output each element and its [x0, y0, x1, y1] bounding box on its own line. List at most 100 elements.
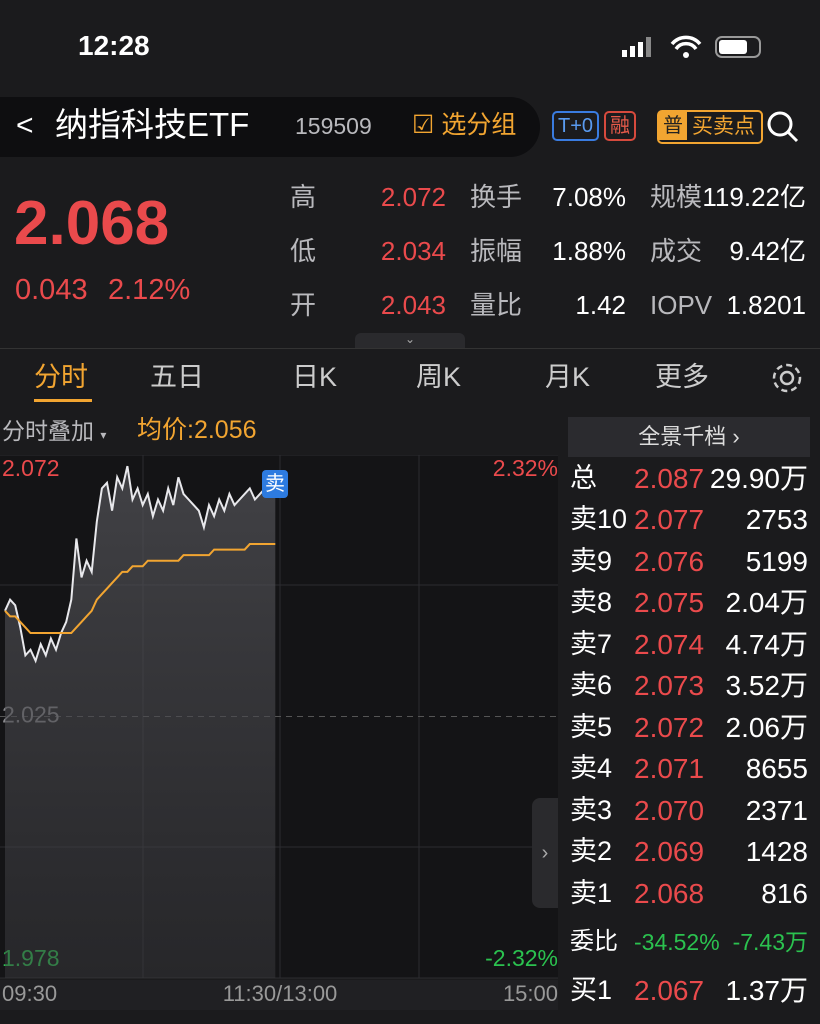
overlay-button[interactable]: 分时叠加 ▾ [2, 418, 107, 444]
x-axis-bg [0, 980, 558, 1010]
stat-label: 规模 [650, 182, 703, 212]
tab[interactable]: 周K [416, 362, 462, 392]
ratio-pct: -34.52% [634, 929, 720, 955]
book-label: 卖6 [570, 670, 613, 700]
book-price: 2.071 [634, 753, 705, 784]
stat-value: 2.043 [380, 290, 446, 320]
book-label: 卖2 [570, 836, 613, 866]
stat-label: IOPV [650, 290, 713, 320]
book-volume: 29.90万 [709, 463, 808, 494]
book-volume: 2371 [745, 794, 808, 826]
book-volume: 5199 [745, 545, 808, 577]
stat-label: 高 [290, 182, 317, 212]
y-tick-label: 2.072 [2, 455, 60, 481]
book-volume: 8655 [745, 753, 808, 784]
stat-label: 量比 [470, 290, 523, 320]
book-price: 2.075 [634, 587, 705, 618]
book-volume: 1428 [745, 836, 808, 867]
book-header[interactable] [568, 417, 810, 457]
y2-tick-label: -2.32% [485, 945, 558, 971]
stat-value: 2.034 [380, 236, 446, 266]
stat-value: 2.072 [380, 182, 446, 212]
tab[interactable]: 更多 [655, 362, 709, 392]
price-change: 0.043 [15, 274, 88, 306]
collapse-toggle[interactable]: ⌄ [355, 333, 465, 348]
book-price: 2.072 [634, 711, 705, 743]
tab[interactable]: 分时 [34, 362, 88, 392]
book-volume: 1.37万 [725, 975, 809, 1006]
book-label: 卖10 [570, 504, 628, 534]
book-volume: 2.04万 [725, 587, 809, 618]
book-volume: 816 [761, 877, 808, 909]
last-price: 2.068 [14, 189, 170, 258]
tab[interactable]: 日K [292, 362, 338, 392]
price-change-pct: 2.12% [108, 274, 191, 306]
stat-value: 119.22亿 [702, 182, 806, 212]
avg-price: 均价:2.056 [137, 418, 257, 443]
book-volume: 4.74万 [725, 628, 809, 660]
book-label: 卖7 [570, 628, 613, 659]
book-label: 卖1 [570, 877, 613, 908]
book-label: 卖9 [570, 545, 613, 576]
book-price: 2.074 [634, 628, 705, 660]
status-time: 12:28 [78, 30, 150, 61]
tab[interactable]: 五日 [150, 362, 204, 392]
book-price: 2.068 [634, 877, 705, 909]
book-label: 总 [570, 463, 597, 493]
stock-code: 159509 [295, 113, 372, 139]
stat-label: 开 [290, 290, 317, 320]
header-bar [0, 97, 540, 157]
settings-icon[interactable] [770, 361, 804, 395]
book-label: 卖5 [570, 711, 613, 742]
intraday-chart: 1.9782.0252.072-2.32%2.32%09:3011:30/13:… [0, 454, 558, 1010]
stat-value: 1.88% [552, 236, 626, 266]
stat-value: 7.08% [552, 182, 626, 212]
trade-badge: 普 [659, 112, 687, 140]
stat-label: 换手 [470, 182, 523, 212]
avg-line [4, 543, 276, 635]
price-line [4, 465, 277, 664]
avg-value: 2.056 [193, 416, 257, 444]
book-label: 卖4 [570, 753, 613, 783]
expand-handle[interactable]: › [532, 798, 558, 908]
group-button[interactable]: ☑ 选分组 [412, 111, 517, 139]
book-price: 2.076 [634, 545, 705, 577]
status-icons [622, 35, 761, 58]
trade-points-label: 买卖点 [692, 115, 755, 138]
book-price: 2.070 [634, 794, 705, 826]
overlay-label: 分时叠加 [2, 418, 94, 444]
badge: T+0 [552, 111, 600, 141]
divider [0, 348, 820, 349]
ratio-volume: -7.43万 [732, 929, 808, 955]
stat-value: 1.42 [575, 290, 626, 320]
tab[interactable]: 月K [545, 362, 591, 392]
book-price: 2.069 [634, 836, 705, 867]
book-price: 2.087 [634, 463, 705, 494]
overlay-bar [0, 410, 558, 455]
x-tick-label: 11:30/13:00 [223, 981, 338, 1006]
search-icon[interactable] [766, 110, 800, 144]
book-label: 卖3 [570, 794, 613, 825]
y2-tick-label: 2.32% [493, 455, 558, 481]
sell-marker[interactable]: 卖 [262, 470, 288, 498]
book-label: 买1 [570, 975, 613, 1005]
book-price: 2.077 [634, 504, 705, 535]
book-volume: 3.52万 [725, 670, 809, 701]
tab-underline [34, 399, 92, 402]
book-label: 卖8 [570, 587, 613, 617]
book-price: 2.073 [634, 670, 705, 701]
stat-label: 低 [290, 236, 317, 266]
back-button[interactable]: < [16, 109, 34, 142]
book-price: 2.067 [634, 975, 705, 1006]
book-volume: 2753 [745, 504, 808, 535]
stat-label: 成交 [650, 236, 703, 266]
avg-label: 均价: [137, 416, 194, 444]
x-tick-label: 09:30 [2, 981, 57, 1006]
book-volume: 2.06万 [725, 711, 809, 743]
book-title: 全景千档 › [638, 424, 740, 449]
stat-value: 1.8201 [726, 290, 806, 320]
stat-value: 9.42亿 [729, 236, 806, 266]
stock-name: 纳指科技ETF [55, 106, 250, 143]
trade-points[interactable] [657, 110, 763, 144]
